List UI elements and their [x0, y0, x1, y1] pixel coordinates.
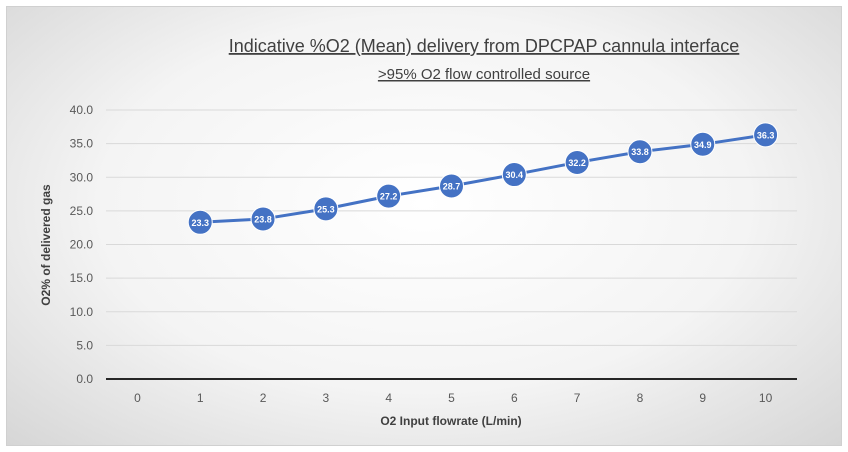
x-tick-label: 9: [699, 391, 706, 405]
data-point: [313, 196, 339, 222]
y-tick-label: 35.0: [70, 137, 94, 151]
data-point: [376, 183, 402, 209]
y-tick-label: 15.0: [70, 271, 94, 285]
x-axis-title: O2 Input flowrate (L/min): [380, 414, 521, 428]
data-label: 30.4: [506, 170, 524, 180]
data-label: 23.3: [191, 218, 209, 228]
x-tick-label: 6: [511, 391, 518, 405]
x-tick-label: 3: [323, 391, 330, 405]
y-tick-label: 10.0: [70, 305, 94, 319]
data-label: 33.8: [631, 147, 649, 157]
data-label: 27.2: [380, 192, 398, 202]
y-tick-label: 5.0: [76, 338, 93, 352]
axes: 0.0 5.0 10.0 15.0 20.0 25.0 30.0 35.0 40.0 0 1 2 3 4 5…: [70, 103, 797, 405]
data-point: [627, 139, 653, 165]
data-label: 23.8: [254, 214, 272, 224]
chart-title: Indicative %O2 (Mean) delivery from DPCP…: [229, 36, 740, 56]
chart-area: [6, 6, 842, 446]
data-label: 32.2: [568, 158, 586, 168]
x-tick-label: 10: [759, 391, 773, 405]
x-tick-label: 5: [448, 391, 455, 405]
x-tick-label: 2: [260, 391, 267, 405]
series-o2: 23.3 23.8 25.3 27.2 28.7 30.4 32.2 33.8 34.9 36.3: [187, 122, 779, 235]
data-point: [439, 173, 464, 199]
y-axis-title: O2% of delivered gas: [39, 184, 53, 306]
series-line: [200, 133, 766, 224]
y-tick-label: 0.0: [76, 372, 93, 386]
x-tick-label: 1: [197, 391, 204, 405]
chart-subtitle: >95% O2 flow controlled source: [378, 66, 590, 83]
data-label: 36.3: [757, 130, 775, 140]
data-point: [250, 206, 276, 232]
y-tick-label: 30.0: [70, 170, 94, 184]
data-point: [690, 131, 716, 157]
data-label: 28.7: [443, 181, 461, 191]
data-point: [564, 149, 590, 175]
data-point: [187, 209, 213, 235]
data-point: [753, 122, 779, 148]
y-tick-label: 25.0: [70, 204, 94, 218]
data-label: 25.3: [317, 204, 335, 214]
y-tick-label: 40.0: [70, 103, 94, 117]
x-tick-label: 8: [637, 391, 644, 405]
x-tick-label: 7: [574, 391, 581, 405]
x-tick-label: 0: [134, 391, 141, 405]
data-label: 34.9: [694, 140, 712, 150]
data-point: [501, 162, 527, 188]
x-tick-label: 4: [385, 391, 392, 405]
y-tick-label: 20.0: [70, 238, 94, 252]
